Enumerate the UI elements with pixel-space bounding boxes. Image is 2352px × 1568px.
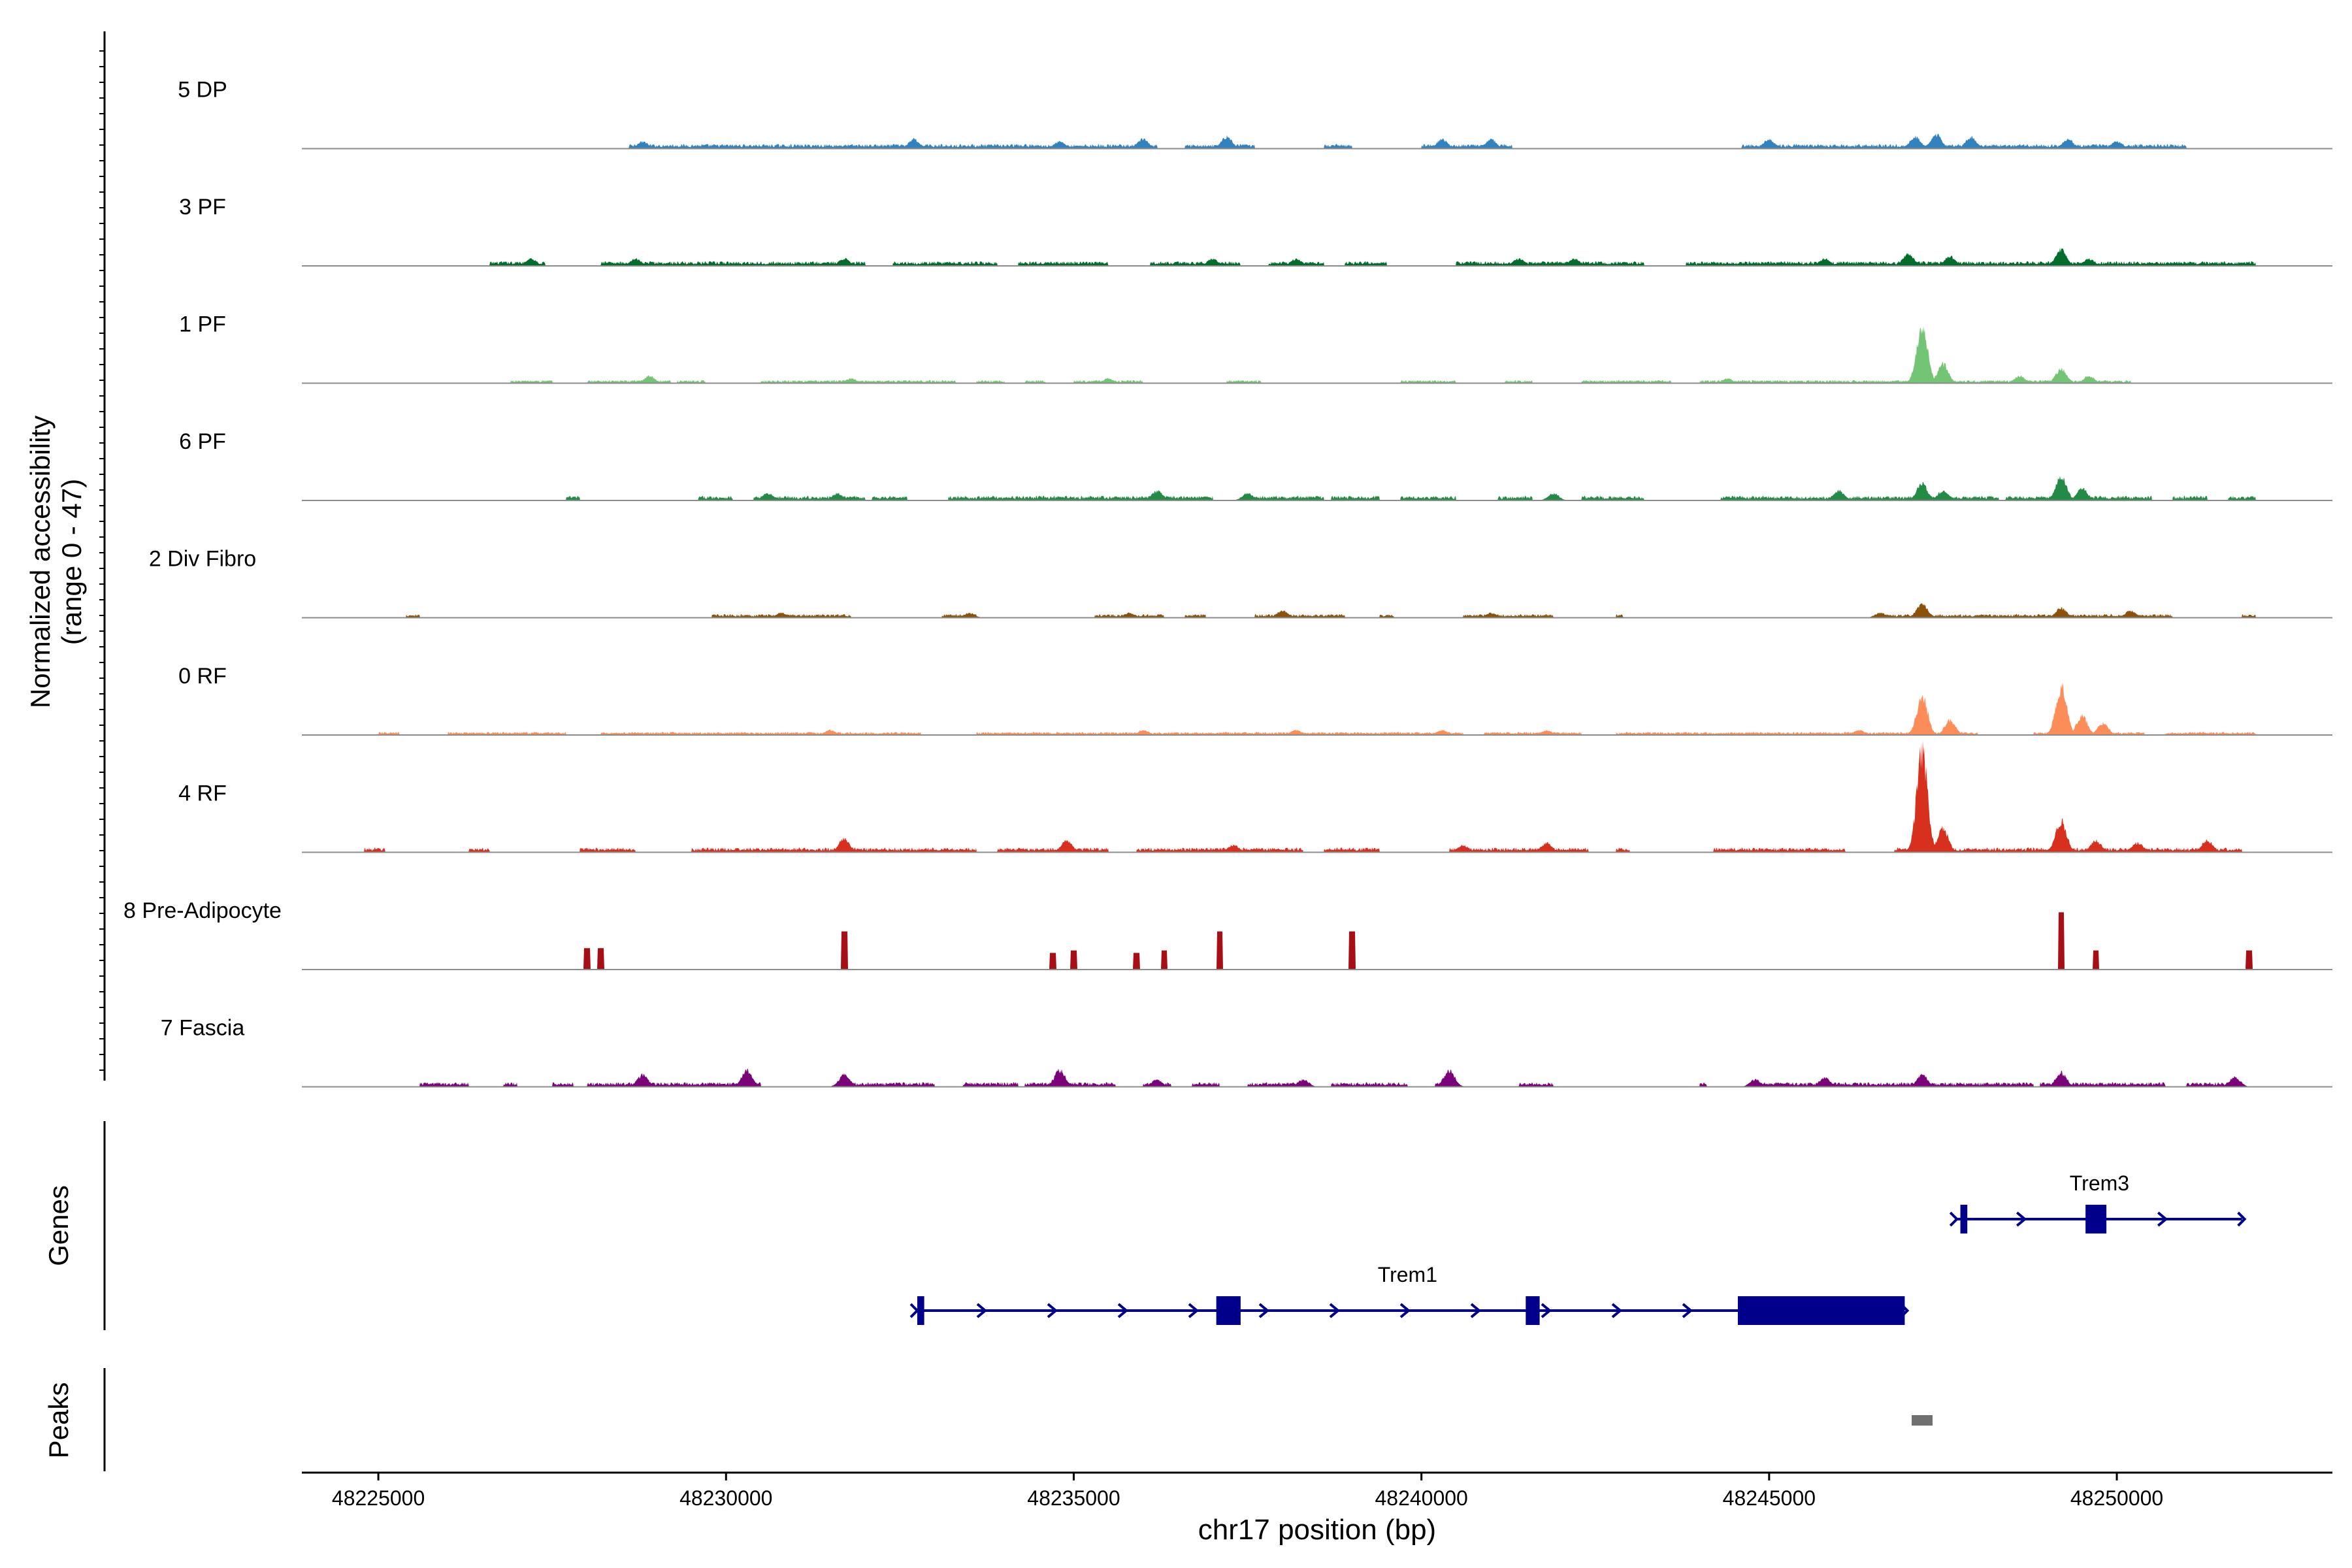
gene-trem3: Trem3	[1949, 1171, 2247, 1233]
track-label-4-rf: 4 RF	[178, 781, 227, 806]
track-label-7-fascia: 7 Fascia	[161, 1016, 245, 1041]
peak-ranges	[1912, 1415, 1933, 1426]
exon-trem3	[1960, 1205, 1968, 1233]
coverage-y-axis-ticks	[99, 50, 105, 1071]
strand-arrow	[1470, 1303, 1482, 1318]
x-tick-label: 48235000	[1027, 1486, 1120, 1510]
track-label-1-pf: 1 PF	[179, 312, 226, 337]
track-5-dp: 5 DP	[178, 78, 2332, 150]
strand-arrow	[1541, 1303, 1552, 1318]
strand-arrow	[909, 1303, 919, 1318]
track-label-0-rf: 0 RF	[178, 664, 227, 689]
coverage-area-7-fascia	[302, 1068, 2332, 1087]
strand-arrow	[2237, 1211, 2247, 1227]
strand-arrow	[1188, 1303, 1200, 1318]
strand-arrow	[1047, 1303, 1058, 1318]
coverage-area-1-pf	[302, 325, 2332, 384]
y-axis-label-line1: Normalized accessibility	[25, 416, 56, 708]
coverage-area-5-dp	[302, 133, 2332, 149]
track-7-fascia: 7 Fascia	[161, 1016, 2332, 1088]
track-label-2-div-fibro: 2 Div Fibro	[149, 547, 256, 572]
x-tick-label: 48245000	[1723, 1486, 1816, 1510]
x-axis-ticks: 48225000 48230000 48235000 48240000 48245000…	[332, 1473, 2163, 1510]
coverage-tracks: 5 DP 3 PF 1 PF 6 PF 2 Div Fibro 0 RF 4 RF 8 Pre…	[123, 78, 2332, 1088]
track-2-div-fibro: 2 Div Fibro	[149, 547, 2332, 619]
peak-range	[1912, 1415, 1933, 1426]
track-label-6-pf: 6 PF	[179, 429, 226, 454]
strand-arrow	[1949, 1211, 1959, 1227]
strand-arrow	[2157, 1211, 2168, 1227]
track-8-pre-adipocyte: 8 Pre-Adipocyte	[123, 898, 2332, 970]
coverage-area-3-pf	[302, 248, 2332, 266]
exon-trem1	[917, 1296, 924, 1325]
strand-arrow	[1117, 1303, 1129, 1318]
track-label-3-pf: 3 PF	[179, 195, 226, 220]
track-0-rf: 0 RF	[178, 664, 2332, 736]
gene-label-trem3: Trem3	[2070, 1171, 2129, 1195]
x-tick-label: 48230000	[679, 1486, 772, 1510]
exon-trem1	[1216, 1296, 1241, 1325]
gene-annotations: Trem1 Trem3	[909, 1171, 2247, 1325]
strand-arrow	[1611, 1303, 1623, 1318]
track-3-pf: 3 PF	[179, 195, 2332, 267]
gene-trem1: Trem1	[909, 1263, 1910, 1325]
coverage-area-0-rf	[302, 682, 2332, 735]
strand-arrow	[1399, 1303, 1411, 1318]
genes-track-label: Genes	[43, 1185, 74, 1266]
coverage-area-6-pf	[302, 476, 2332, 500]
gene-label-trem1: Trem1	[1378, 1263, 1437, 1286]
coverage-area-2-div-fibro	[302, 603, 2332, 618]
exon-trem1	[1526, 1296, 1540, 1325]
coverage-area-4-rf	[302, 740, 2332, 853]
strand-arrow	[1682, 1303, 1693, 1318]
track-1-pf: 1 PF	[179, 312, 2332, 384]
strand-arrow	[2016, 1211, 2027, 1227]
exon-trem3	[2085, 1205, 2107, 1233]
peaks-track-label: Peaks	[43, 1382, 74, 1459]
track-label-8-pre-adipocyte: 8 Pre-Adipocyte	[123, 898, 282, 923]
strand-arrow	[1258, 1303, 1270, 1318]
exon-trem1	[1737, 1296, 1905, 1325]
y-axis-label-line2: (range 0 - 47)	[56, 479, 87, 645]
x-tick-label: 48225000	[332, 1486, 425, 1510]
x-axis-label: chr17 position (bp)	[1198, 1514, 1436, 1546]
x-tick-label: 48250000	[2070, 1486, 2163, 1510]
strand-arrow	[1329, 1303, 1341, 1318]
track-4-rf: 4 RF	[178, 740, 2332, 853]
x-tick-label: 48240000	[1375, 1486, 1467, 1510]
strand-arrow	[976, 1303, 988, 1318]
coverage-area-8-pre-adipocyte	[302, 912, 2332, 970]
track-6-pf: 6 PF	[179, 429, 2332, 501]
track-label-5-dp: 5 DP	[178, 78, 227, 103]
